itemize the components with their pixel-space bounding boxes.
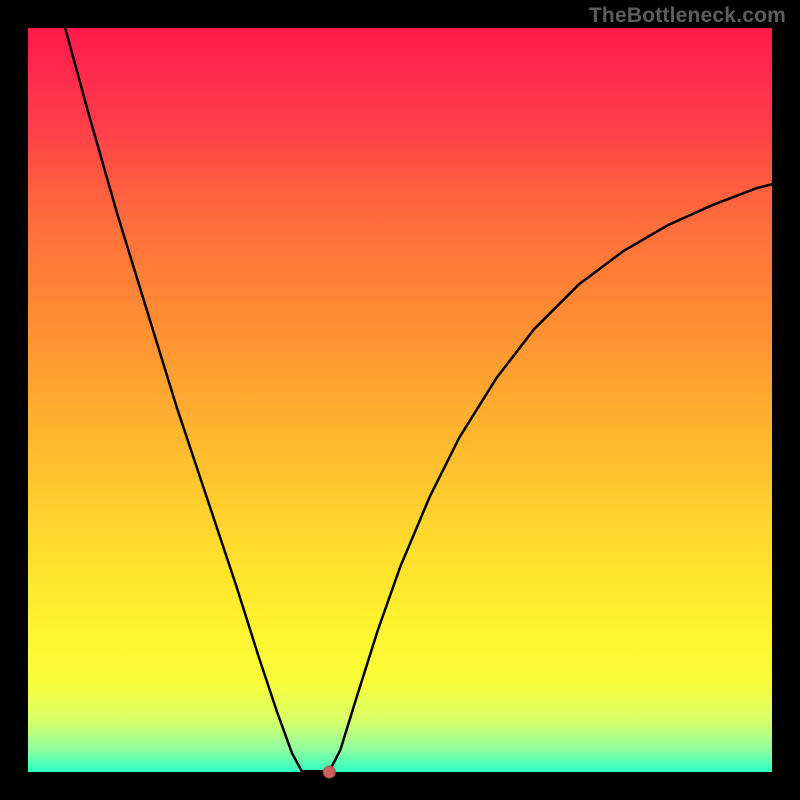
chart-plot-background [28,28,772,772]
chart-container: TheBottleneck.com [0,0,800,800]
watermark-label: TheBottleneck.com [589,4,786,28]
bottleneck-chart [0,0,800,800]
optimal-point-marker [323,766,335,778]
